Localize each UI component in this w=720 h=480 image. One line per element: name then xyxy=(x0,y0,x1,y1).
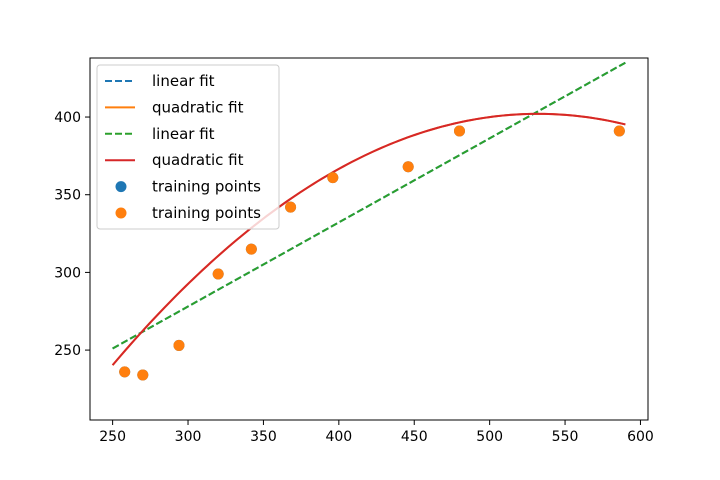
series-line-4 xyxy=(111,112,626,366)
legend-marker-swatch xyxy=(115,181,127,193)
axes-frame xyxy=(89,57,649,421)
y-tick-label: 250 xyxy=(54,343,81,359)
legend-label: quadratic fit xyxy=(152,98,244,116)
x-tick-label: 300 xyxy=(175,429,202,445)
scatter-point-6-10 xyxy=(613,125,625,137)
scatter-point-6-1 xyxy=(119,366,131,378)
x-tick-label: 450 xyxy=(401,429,428,445)
data-series xyxy=(111,61,626,381)
legend-marker-swatch xyxy=(115,207,127,219)
scatter-point-6-4 xyxy=(212,268,224,280)
legend-label: training points xyxy=(152,204,261,222)
scatter-point-6-6 xyxy=(285,201,297,213)
y-tick-label: 350 xyxy=(54,188,81,204)
scatter-point-6-2 xyxy=(137,369,149,381)
legend-label: linear fit xyxy=(152,125,215,143)
legend-label: linear fit xyxy=(152,72,215,90)
legend: linear fit quadratic fit linear fit quadrat… xyxy=(96,64,280,230)
axes: 250 300 350 400 450 500 550 600 250 300 350 400 xyxy=(54,57,654,445)
legend-box xyxy=(96,64,280,230)
legend-label: quadratic fit xyxy=(152,151,244,169)
scatter-point-6-3 xyxy=(173,339,185,351)
y-tick-label: 300 xyxy=(54,265,81,281)
x-tick-label: 500 xyxy=(476,429,503,445)
x-tick-label: 550 xyxy=(552,429,579,445)
x-tick-label: 600 xyxy=(627,429,654,445)
x-tick-label: 250 xyxy=(99,429,126,445)
x-tick-label: 400 xyxy=(325,429,352,445)
scatter-point-6-8 xyxy=(402,161,414,173)
x-tick-label: 350 xyxy=(250,429,277,445)
series-line-3 xyxy=(112,61,626,350)
scatter-point-6-7 xyxy=(327,172,339,184)
y-tick-label: 400 xyxy=(54,110,81,126)
legend-label: training points xyxy=(152,178,261,196)
plot-area xyxy=(111,61,626,381)
scatter-point-6-5 xyxy=(245,243,257,255)
scatter-point-6-9 xyxy=(453,125,465,137)
